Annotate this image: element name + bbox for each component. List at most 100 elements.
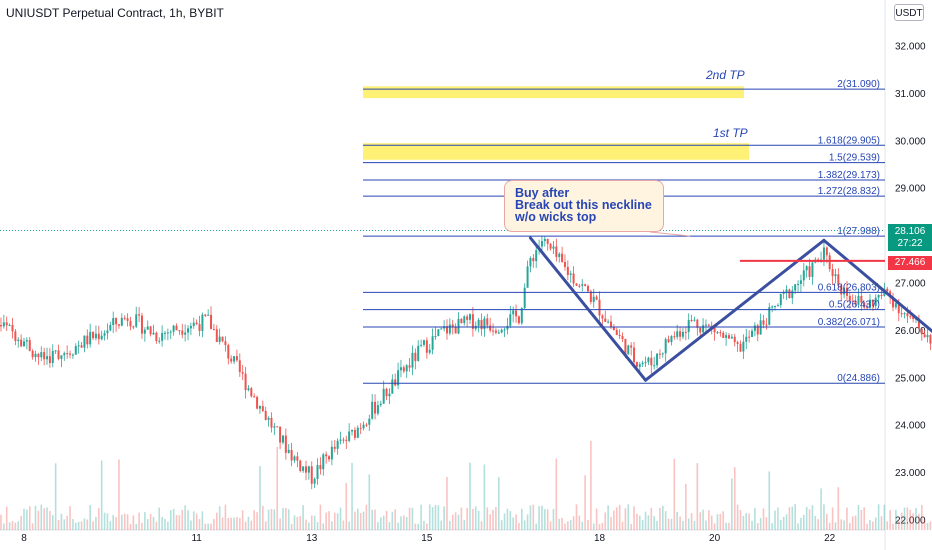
volume-bar bbox=[857, 505, 860, 530]
volume-bar bbox=[756, 523, 759, 530]
volume-bar bbox=[8, 522, 11, 530]
candle-body bbox=[586, 285, 589, 292]
volume-bar bbox=[883, 504, 886, 530]
candle-body bbox=[250, 388, 253, 397]
volume-bar bbox=[808, 509, 811, 530]
candle-body bbox=[414, 352, 417, 361]
x-tick-label: 8 bbox=[21, 533, 27, 544]
volume-bar bbox=[495, 507, 497, 530]
volume-bar bbox=[20, 515, 22, 530]
volume-bar bbox=[345, 482, 348, 530]
candle-body bbox=[917, 318, 920, 329]
volume-bar bbox=[417, 523, 420, 530]
candle-body bbox=[181, 330, 184, 335]
volume-bar bbox=[866, 523, 868, 530]
candle-body bbox=[868, 299, 871, 308]
volume-bar bbox=[659, 507, 661, 530]
candle-body bbox=[138, 314, 141, 316]
candle-body bbox=[693, 319, 696, 321]
volume-bar bbox=[615, 507, 618, 530]
candle-body bbox=[650, 357, 653, 366]
volume-bar bbox=[457, 514, 460, 530]
candle-body bbox=[802, 270, 805, 281]
candle-body bbox=[480, 319, 483, 330]
candle-body bbox=[51, 350, 54, 364]
volume-bar bbox=[428, 504, 431, 530]
volume-bar bbox=[644, 511, 647, 530]
candle-body bbox=[356, 427, 359, 438]
candle-body bbox=[256, 396, 259, 409]
volume-bar bbox=[613, 510, 615, 530]
candle-body bbox=[54, 350, 57, 352]
candle-body bbox=[673, 336, 676, 338]
volume-bar bbox=[610, 517, 612, 530]
volume-bar bbox=[262, 505, 264, 530]
volume-bar bbox=[172, 508, 175, 530]
candle-body bbox=[736, 342, 739, 344]
candle-body bbox=[437, 329, 440, 336]
volume-bar bbox=[95, 516, 97, 530]
candle-body bbox=[40, 352, 43, 358]
volume-bar bbox=[624, 508, 627, 530]
y-tick-label: 32.000 bbox=[895, 42, 926, 53]
candle-body bbox=[702, 325, 705, 333]
volume-bar bbox=[523, 520, 526, 530]
candle-body bbox=[103, 333, 106, 336]
volume-bar bbox=[34, 505, 37, 530]
volume-bar bbox=[89, 505, 91, 530]
candle-body bbox=[431, 336, 434, 350]
pattern-line bbox=[528, 236, 648, 382]
volume-bar bbox=[569, 520, 572, 530]
candle-body bbox=[89, 331, 92, 345]
volume-bar bbox=[463, 519, 466, 530]
volume-bar bbox=[670, 518, 673, 530]
candle-body bbox=[152, 332, 155, 335]
volume-bar bbox=[811, 505, 814, 530]
volume-bar bbox=[155, 521, 158, 530]
candle-body bbox=[184, 332, 187, 335]
volume-bar bbox=[11, 521, 14, 530]
volume-bar bbox=[204, 523, 207, 530]
candle-body bbox=[241, 372, 244, 374]
candle-body bbox=[94, 333, 97, 339]
volume-bar bbox=[454, 512, 457, 530]
candle-body bbox=[97, 333, 100, 340]
volume-bar bbox=[74, 522, 77, 530]
volume-bar bbox=[590, 440, 592, 530]
candle-body bbox=[788, 289, 791, 299]
candle-body bbox=[845, 287, 848, 296]
candle-body bbox=[28, 340, 31, 351]
volume-bar bbox=[250, 520, 253, 530]
x-tick-label: 22 bbox=[824, 533, 836, 544]
volume-bar bbox=[748, 513, 750, 530]
candle-body bbox=[135, 314, 138, 327]
candle-body bbox=[615, 329, 618, 336]
countdown-value: 27:22 bbox=[897, 238, 923, 249]
volume-bar bbox=[880, 516, 883, 530]
volume-bar bbox=[221, 517, 224, 530]
candle-body bbox=[440, 328, 443, 330]
fib-level-label: 0.5(26.437) bbox=[829, 300, 880, 311]
volume-bar bbox=[23, 508, 25, 530]
currency-button[interactable]: USDT bbox=[894, 4, 924, 21]
volume-bar bbox=[233, 517, 235, 530]
candle-body bbox=[25, 340, 28, 342]
candle-body bbox=[840, 285, 843, 295]
volume-bar bbox=[638, 515, 641, 530]
volume-bar bbox=[765, 517, 768, 530]
fib-level-label: 1.5(29.539) bbox=[829, 153, 880, 164]
candle-body bbox=[906, 313, 909, 317]
volume-bar bbox=[420, 504, 422, 530]
volume-bar bbox=[641, 520, 644, 530]
candle-body bbox=[713, 327, 716, 333]
volume-bar bbox=[834, 522, 837, 530]
y-tick-label: 24.000 bbox=[895, 421, 926, 432]
volume-bar bbox=[57, 519, 60, 530]
candle-body bbox=[238, 360, 241, 373]
candle-body bbox=[218, 336, 221, 342]
candle-body bbox=[535, 250, 538, 262]
candle-body bbox=[161, 332, 164, 341]
volume-bar bbox=[690, 513, 693, 530]
volume-bar bbox=[719, 513, 722, 530]
